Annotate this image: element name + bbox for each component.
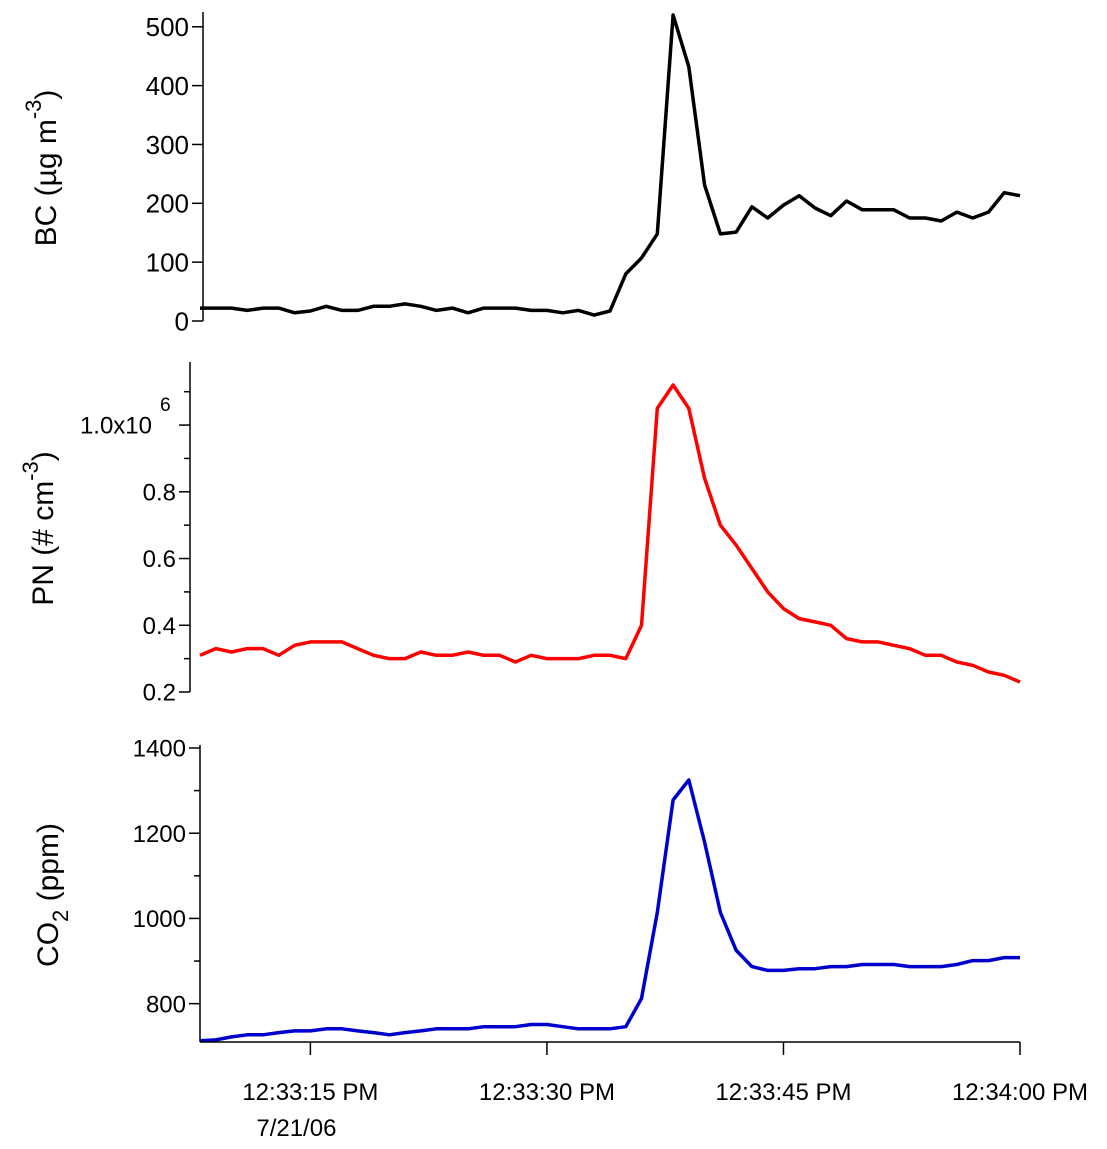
y-tick-label: 0	[175, 306, 189, 336]
y-axis-label: CO2 (ppm)	[32, 823, 73, 967]
y-axis-label-part: 2	[48, 910, 73, 922]
y-tick-label: 100	[146, 248, 189, 278]
y-axis-label-part: BC (µg m	[30, 119, 63, 246]
y-tick-label: 1400	[133, 736, 186, 763]
y-axis-label-part: )	[27, 451, 60, 461]
data-line	[199, 383, 1021, 684]
y-tick-label: 1.0x10	[80, 413, 152, 440]
y-axis-label-part: -3	[21, 100, 46, 120]
y-tick-label: 0.6	[143, 546, 176, 573]
y-tick-label: 1200	[133, 821, 186, 848]
y-axis-label-part: (ppm)	[32, 823, 65, 910]
x-date-label: 7/21/06	[256, 1115, 336, 1142]
x-tick-label: 12:33:30 PM	[479, 1079, 615, 1106]
y-tick-label: 0.4	[143, 613, 176, 640]
y-tick-label: 500	[146, 12, 189, 42]
y-tick-label: 0.2	[143, 680, 176, 707]
x-tick-label: 12:34:00 PM	[952, 1079, 1088, 1106]
y-axis-label: BC (µg m-3)	[21, 90, 63, 247]
y-axis-label-part: )	[30, 90, 63, 100]
y-tick-label: 400	[146, 71, 189, 101]
y-tick-label: 300	[146, 130, 189, 160]
data-line	[200, 13, 1021, 317]
y-tick-exponent: 6	[160, 395, 171, 416]
y-axis-label-part: CO	[32, 922, 65, 967]
y-axis-label-part: -3	[18, 461, 43, 481]
x-tick-label: 12:33:15 PM	[242, 1079, 378, 1106]
y-tick-label: 0.8	[143, 479, 176, 506]
data-line	[199, 778, 1020, 1043]
y-tick-label: 1000	[133, 906, 186, 933]
y-axis-label: PN (# cm-3)	[18, 451, 60, 606]
x-tick-label: 12:33:45 PM	[715, 1079, 851, 1106]
y-tick-label: 200	[146, 189, 189, 219]
y-axis-label-part: PN (# cm	[27, 481, 60, 606]
y-tick-label: 800	[146, 991, 186, 1018]
